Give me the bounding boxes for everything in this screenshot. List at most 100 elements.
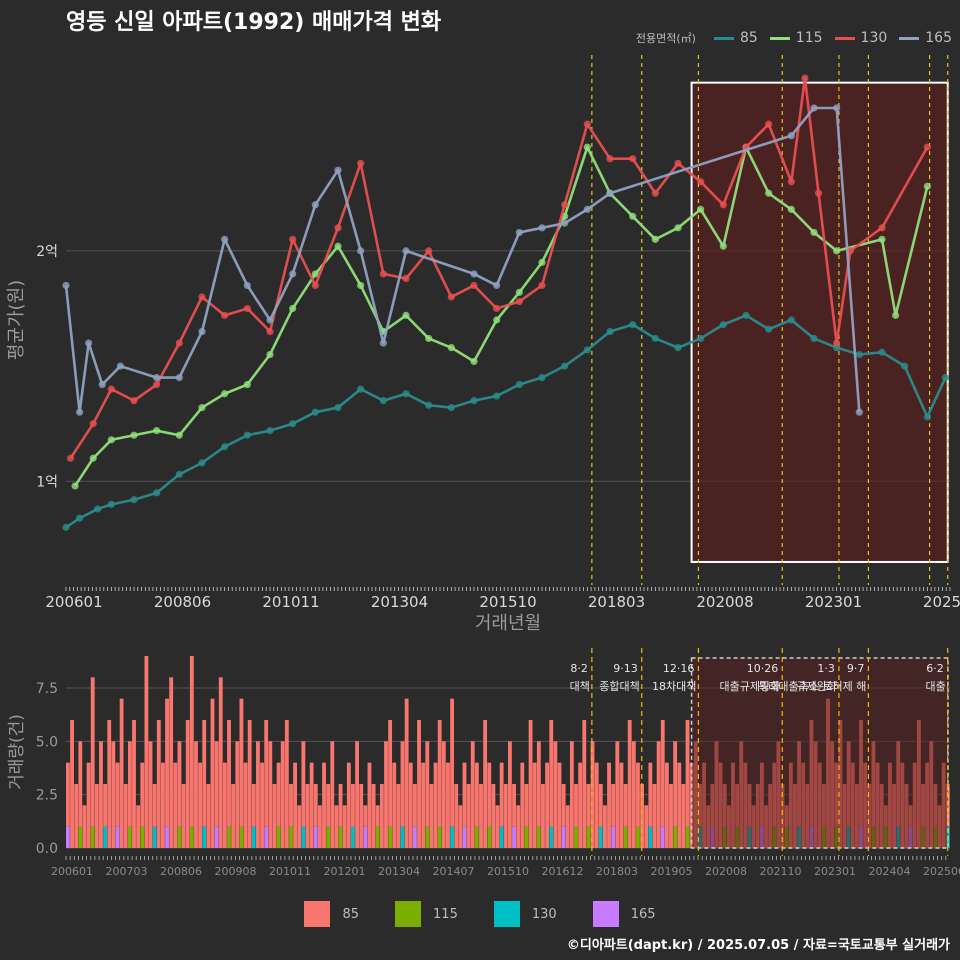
bar-x-tick-label: 201510 xyxy=(487,865,529,878)
bar-segment-130 xyxy=(251,826,256,848)
bar-segment-85 xyxy=(384,741,388,848)
bar-segment-85 xyxy=(264,720,269,827)
data-point-85 xyxy=(697,334,705,343)
event-name-label: 종합대책 xyxy=(599,680,639,693)
data-point-85 xyxy=(62,523,70,531)
bar-x-tick-label: 200703 xyxy=(106,865,148,878)
bar-segment-165 xyxy=(313,826,318,848)
data-point-165 xyxy=(561,219,569,227)
data-point-115 xyxy=(402,311,410,319)
data-point-165 xyxy=(116,362,124,370)
data-point-85 xyxy=(243,431,251,439)
event-name-label: 규제완화 xyxy=(796,680,836,693)
bar-segment-85 xyxy=(512,784,516,827)
data-point-115 xyxy=(334,242,342,250)
bar-segment-85 xyxy=(247,720,252,848)
bar-segment-85 xyxy=(305,784,310,848)
bar-segment-85 xyxy=(90,677,95,827)
data-point-130 xyxy=(357,159,365,167)
legend-swatch-165 xyxy=(899,36,920,40)
data-point-85 xyxy=(606,327,614,336)
data-point-130 xyxy=(425,247,433,255)
bar-segment-85 xyxy=(611,784,616,827)
event-date-label: 9·13 xyxy=(613,662,638,675)
data-point-85 xyxy=(651,334,659,343)
bar-segment-85 xyxy=(603,805,607,848)
bar-segment-115 xyxy=(127,826,132,848)
data-point-165 xyxy=(85,339,93,347)
data-point-85 xyxy=(742,311,750,319)
data-point-115 xyxy=(221,390,229,398)
data-point-85 xyxy=(765,325,773,333)
bar-segment-85 xyxy=(127,741,132,827)
data-point-85 xyxy=(941,374,950,382)
data-point-115 xyxy=(357,281,365,290)
data-point-115 xyxy=(719,242,727,250)
bar-segment-115 xyxy=(227,826,231,848)
data-point-85 xyxy=(719,321,727,329)
bar-segment-85 xyxy=(524,784,529,827)
bar-segment-85 xyxy=(636,762,640,827)
bar-segment-165 xyxy=(214,826,219,848)
bar-segment-85 xyxy=(549,720,554,827)
data-point-115 xyxy=(923,182,931,190)
bar-segment-85 xyxy=(396,784,401,848)
bar-segment-85 xyxy=(363,805,368,827)
legend-item-85: 85 xyxy=(713,30,758,46)
event-name-label: 18차대책 xyxy=(652,680,696,693)
bar-segment-85 xyxy=(561,784,566,827)
bar-y-axis-title: 거래량(건) xyxy=(7,714,27,790)
bar-segment-85 xyxy=(557,762,562,848)
bar-x-tick-label: 200806 xyxy=(160,865,202,878)
bar-segment-85 xyxy=(136,805,141,848)
bar-segment-85 xyxy=(322,762,326,848)
bar-segment-85 xyxy=(326,784,331,827)
bar-segment-85 xyxy=(392,762,397,848)
bar-segment-115 xyxy=(425,826,430,848)
bar-segment-85 xyxy=(218,677,223,848)
bar-segment-85 xyxy=(185,720,190,848)
bottom-legend-label-130: 130 xyxy=(531,906,557,922)
bottom-legend-swatch-130 xyxy=(493,901,520,927)
bar-segment-165 xyxy=(412,826,417,848)
bar-segment-165 xyxy=(264,826,269,848)
bar-x-tick-label: 200601 xyxy=(51,865,93,878)
legend-swatch-85 xyxy=(713,36,734,40)
bar-segment-85 xyxy=(313,784,318,827)
event-name-label: 대책 xyxy=(570,680,590,693)
bar-segment-85 xyxy=(251,784,256,827)
legend-swatch-115 xyxy=(769,36,790,40)
data-point-85 xyxy=(334,403,342,412)
bar-segment-85 xyxy=(528,720,533,848)
event-date-label: 12·16 xyxy=(663,662,695,675)
bar-segment-85 xyxy=(293,762,298,848)
bar-segment-85 xyxy=(664,762,669,848)
data-point-115 xyxy=(629,212,637,220)
data-point-165 xyxy=(334,166,342,174)
data-point-165 xyxy=(76,408,84,416)
bar-segment-115 xyxy=(78,826,83,848)
bar-segment-115 xyxy=(276,826,281,848)
bar-segment-85 xyxy=(656,741,661,848)
bottom-legend-label-165: 165 xyxy=(630,906,656,922)
data-point-165 xyxy=(787,132,795,140)
bar-segment-85 xyxy=(520,762,525,848)
data-point-130 xyxy=(198,293,206,301)
bar-segment-85 xyxy=(231,784,236,848)
data-point-115 xyxy=(674,224,682,232)
data-point-130 xyxy=(538,281,546,290)
bar-segment-85 xyxy=(660,720,665,827)
data-point-85 xyxy=(493,392,501,400)
bar-segment-85 xyxy=(140,762,145,827)
data-point-165 xyxy=(198,327,206,336)
bottom-legend: 85 115 130 165 xyxy=(0,901,960,927)
bar-segment-115 xyxy=(636,826,640,848)
bar-segment-85 xyxy=(421,762,426,848)
bar-segment-85 xyxy=(499,762,504,827)
bar-segment-85 xyxy=(553,741,558,848)
data-point-165 xyxy=(379,339,387,347)
x-axis-title: 거래년월 xyxy=(475,613,541,634)
bar-segment-85 xyxy=(565,805,570,848)
bottom-legend-swatch-115 xyxy=(395,901,422,927)
data-point-85 xyxy=(561,362,569,370)
